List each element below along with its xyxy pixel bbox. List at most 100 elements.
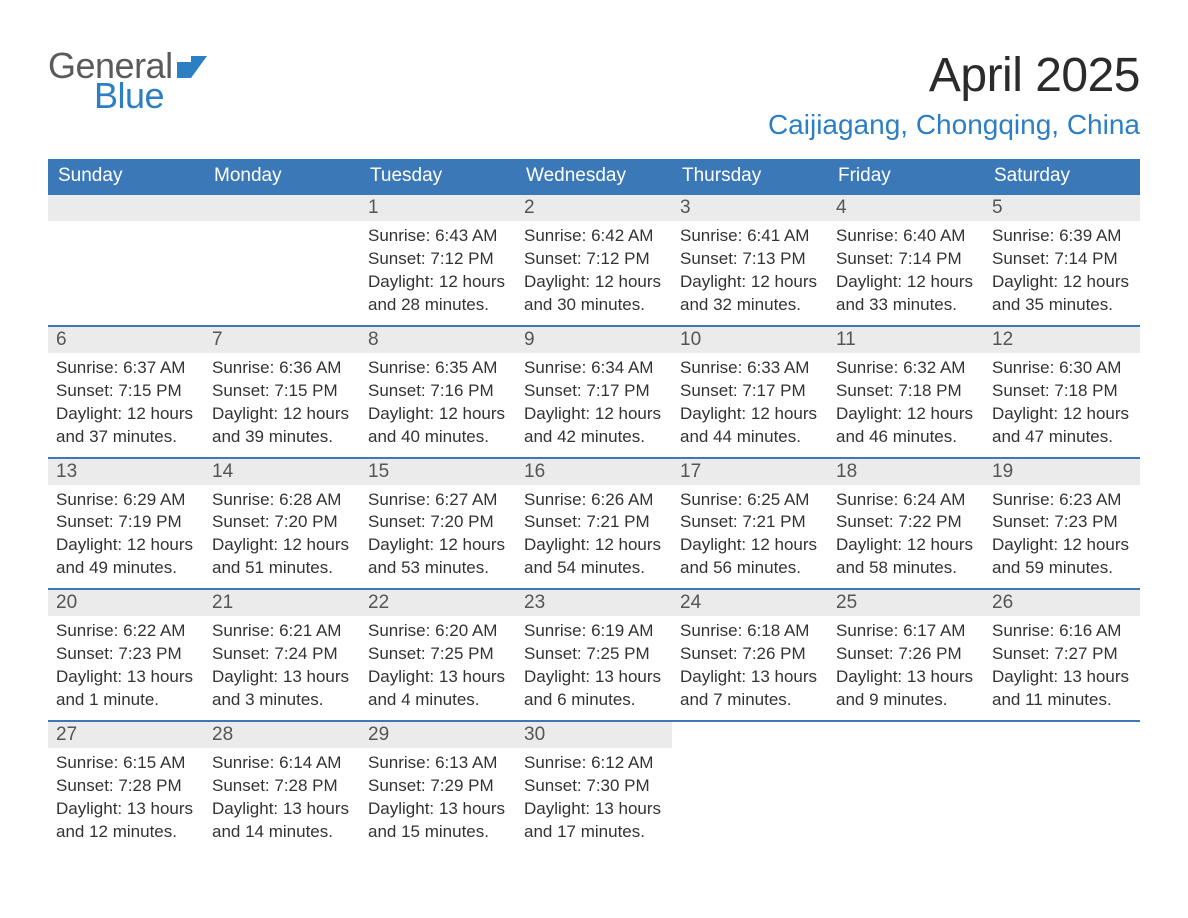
sunrise-label: Sunrise:	[56, 621, 123, 640]
daylight-label: Daylight:	[524, 272, 595, 291]
sunrise-line: Sunrise: 6:21 AM	[212, 620, 352, 643]
daylight-line: Daylight: 13 hours and 7 minutes.	[680, 666, 820, 712]
weekday-header: Monday	[204, 159, 360, 194]
day-details: Sunrise: 6:23 AMSunset: 7:23 PMDaylight:…	[984, 485, 1140, 589]
daylight-line: Daylight: 12 hours and 59 minutes.	[992, 534, 1132, 580]
sunrise-value: 6:43 AM	[435, 226, 497, 245]
daylight-label: Daylight:	[680, 272, 751, 291]
day-details: Sunrise: 6:24 AMSunset: 7:22 PMDaylight:…	[828, 485, 984, 589]
date-number: 27	[48, 722, 204, 748]
sunrise-value: 6:35 AM	[435, 358, 497, 377]
day-details: Sunrise: 6:16 AMSunset: 7:27 PMDaylight:…	[984, 616, 1140, 720]
sunset-line: Sunset: 7:23 PM	[992, 511, 1132, 534]
date-number: 24	[672, 590, 828, 616]
date-number: 25	[828, 590, 984, 616]
sunset-label: Sunset:	[836, 644, 898, 663]
sunrise-label: Sunrise:	[368, 621, 435, 640]
daylight-label: Daylight:	[992, 535, 1063, 554]
day-details: Sunrise: 6:33 AMSunset: 7:17 PMDaylight:…	[672, 353, 828, 457]
flag-icon	[177, 56, 207, 78]
sunset-value: 7:26 PM	[742, 644, 805, 663]
date-number: 4	[828, 195, 984, 221]
day-cell	[48, 194, 204, 326]
sunrise-line: Sunrise: 6:33 AM	[680, 357, 820, 380]
sunset-value: 7:14 PM	[898, 249, 961, 268]
sunrise-value: 6:21 AM	[279, 621, 341, 640]
day-details: Sunrise: 6:17 AMSunset: 7:26 PMDaylight:…	[828, 616, 984, 720]
day-cell: 6Sunrise: 6:37 AMSunset: 7:15 PMDaylight…	[48, 326, 204, 458]
weekday-header: Tuesday	[360, 159, 516, 194]
day-details: Sunrise: 6:27 AMSunset: 7:20 PMDaylight:…	[360, 485, 516, 589]
sunset-line: Sunset: 7:17 PM	[680, 380, 820, 403]
date-number: 10	[672, 327, 828, 353]
week-row: 1Sunrise: 6:43 AMSunset: 7:12 PMDaylight…	[48, 194, 1140, 326]
sunset-line: Sunset: 7:25 PM	[368, 643, 508, 666]
daylight-line: Daylight: 12 hours and 42 minutes.	[524, 403, 664, 449]
sunrise-label: Sunrise:	[524, 358, 591, 377]
daylight-line: Daylight: 12 hours and 51 minutes.	[212, 534, 352, 580]
sunrise-value: 6:33 AM	[747, 358, 809, 377]
date-number: 8	[360, 327, 516, 353]
sunrise-line: Sunrise: 6:18 AM	[680, 620, 820, 643]
sunrise-line: Sunrise: 6:22 AM	[56, 620, 196, 643]
date-number: 7	[204, 327, 360, 353]
daylight-label: Daylight:	[368, 272, 439, 291]
sunrise-value: 6:16 AM	[1059, 621, 1121, 640]
sunset-label: Sunset:	[212, 381, 274, 400]
daylight-label: Daylight:	[56, 404, 127, 423]
month-title: April 2025	[768, 48, 1140, 103]
sunset-label: Sunset:	[212, 512, 274, 531]
sunset-line: Sunset: 7:14 PM	[836, 248, 976, 271]
daylight-label: Daylight:	[56, 535, 127, 554]
daylight-line: Daylight: 13 hours and 6 minutes.	[524, 666, 664, 712]
sunset-line: Sunset: 7:13 PM	[680, 248, 820, 271]
sunset-value: 7:15 PM	[274, 381, 337, 400]
sunrise-label: Sunrise:	[992, 621, 1059, 640]
sunrise-value: 6:41 AM	[747, 226, 809, 245]
sunset-label: Sunset:	[56, 644, 118, 663]
daylight-label: Daylight:	[836, 404, 907, 423]
date-number: 13	[48, 459, 204, 485]
day-cell: 15Sunrise: 6:27 AMSunset: 7:20 PMDayligh…	[360, 458, 516, 590]
daylight-label: Daylight:	[992, 667, 1063, 686]
day-details: Sunrise: 6:41 AMSunset: 7:13 PMDaylight:…	[672, 221, 828, 325]
sunrise-value: 6:23 AM	[1059, 490, 1121, 509]
sunrise-value: 6:19 AM	[591, 621, 653, 640]
daylight-line: Daylight: 12 hours and 32 minutes.	[680, 271, 820, 317]
daylight-label: Daylight:	[368, 404, 439, 423]
day-cell: 5Sunrise: 6:39 AMSunset: 7:14 PMDaylight…	[984, 194, 1140, 326]
day-details: Sunrise: 6:35 AMSunset: 7:16 PMDaylight:…	[360, 353, 516, 457]
date-number: 3	[672, 195, 828, 221]
daylight-line: Daylight: 12 hours and 58 minutes.	[836, 534, 976, 580]
sunset-label: Sunset:	[56, 512, 118, 531]
sunrise-value: 6:15 AM	[123, 753, 185, 772]
daylight-label: Daylight:	[836, 535, 907, 554]
date-number: 12	[984, 327, 1140, 353]
daylight-line: Daylight: 12 hours and 49 minutes.	[56, 534, 196, 580]
date-number: 28	[204, 722, 360, 748]
sunrise-label: Sunrise:	[992, 226, 1059, 245]
daylight-label: Daylight:	[524, 535, 595, 554]
daylight-label: Daylight:	[56, 667, 127, 686]
day-cell	[984, 721, 1140, 852]
sunset-label: Sunset:	[680, 249, 742, 268]
week-row: 27Sunrise: 6:15 AMSunset: 7:28 PMDayligh…	[48, 721, 1140, 852]
daylight-label: Daylight:	[680, 404, 751, 423]
sunset-label: Sunset:	[680, 644, 742, 663]
sunrise-line: Sunrise: 6:20 AM	[368, 620, 508, 643]
daylight-label: Daylight:	[836, 272, 907, 291]
day-details: Sunrise: 6:43 AMSunset: 7:12 PMDaylight:…	[360, 221, 516, 325]
sunrise-label: Sunrise:	[368, 490, 435, 509]
daylight-line: Daylight: 12 hours and 39 minutes.	[212, 403, 352, 449]
sunset-label: Sunset:	[836, 249, 898, 268]
sunset-value: 7:24 PM	[274, 644, 337, 663]
day-cell: 25Sunrise: 6:17 AMSunset: 7:26 PMDayligh…	[828, 589, 984, 721]
day-details: Sunrise: 6:19 AMSunset: 7:25 PMDaylight:…	[516, 616, 672, 720]
sunset-line: Sunset: 7:22 PM	[836, 511, 976, 534]
sunrise-line: Sunrise: 6:43 AM	[368, 225, 508, 248]
date-number: 6	[48, 327, 204, 353]
day-cell: 28Sunrise: 6:14 AMSunset: 7:28 PMDayligh…	[204, 721, 360, 852]
sunrise-label: Sunrise:	[836, 358, 903, 377]
sunrise-line: Sunrise: 6:15 AM	[56, 752, 196, 775]
daylight-label: Daylight:	[680, 667, 751, 686]
